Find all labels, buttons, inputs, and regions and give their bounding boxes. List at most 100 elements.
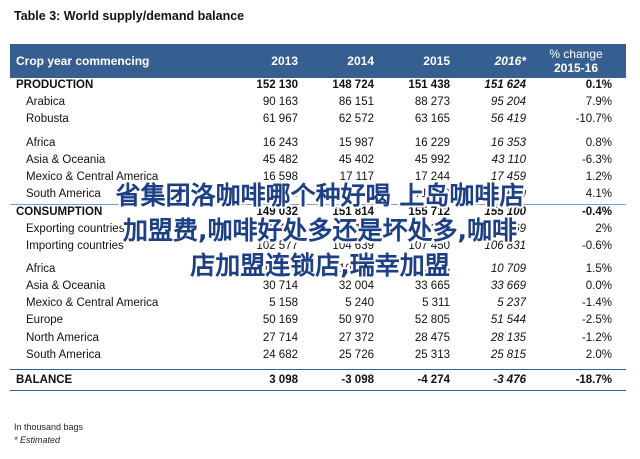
cell-value: 15 987 — [338, 136, 374, 149]
cell-value: 28 475 — [414, 331, 450, 344]
row-label: PRODUCTION — [16, 79, 94, 91]
cell-value: 46 455 — [262, 222, 298, 235]
row-label: BALANCE — [16, 374, 73, 386]
overlay-line: 加盟费,咖啡好处多还是坏处多,咖啡 — [123, 216, 517, 245]
table-row: PRODUCTION 152 130 148 724 151 438 151 624 0.… — [10, 78, 626, 95]
table-row: South America 24 682 25 726 25 313 25 815 2.0… — [10, 348, 626, 365]
cell-value: 3 098 — [269, 374, 298, 386]
cell-value: -4 274 — [417, 374, 450, 386]
note-units: In thousand bags — [14, 422, 84, 432]
cell-change: -10.7% — [575, 113, 612, 126]
cell-value: 48 262 — [414, 222, 450, 235]
cell-value: 16 353 — [490, 136, 526, 149]
cell-value: 16 598 — [262, 170, 298, 183]
row-label: Exporting countries — [26, 222, 125, 235]
cell-value: 16 243 — [262, 136, 298, 149]
cell-value: 27 372 — [338, 331, 374, 344]
table-row: Europe 50 169 50 970 52 805 51 544 -2.5% — [10, 313, 626, 330]
cell-value: 74 600 — [490, 188, 526, 201]
header-year: 2014 — [347, 54, 374, 68]
cell-value: 45 402 — [338, 153, 374, 166]
table-row: Mexico & Central America 5 158 5 240 5 311 5… — [10, 296, 626, 313]
row-label: Mexico & Central America — [26, 170, 159, 183]
supply-demand-table: Crop year commencing 2013 2014 2015 2016… — [10, 44, 626, 391]
cell-value: 5 158 — [269, 297, 298, 310]
cell-value: 151 624 — [484, 79, 526, 91]
table-title: Table 3: World supply/demand balance — [14, 9, 245, 23]
row-label: South America — [26, 348, 101, 361]
table-row: South America 72 828 69 877 71 673 74 600 4.1… — [10, 187, 626, 204]
cell-value: 107 450 — [408, 239, 450, 252]
cell-change: 2.0% — [585, 348, 612, 361]
cell-change: -18.7% — [575, 374, 612, 386]
cell-value: 17 117 — [339, 170, 374, 183]
cell-value: 56 419 — [490, 113, 526, 126]
cell-value: 5 240 — [345, 297, 374, 310]
cell-value: 155 100 — [484, 206, 526, 219]
cell-change: 1.2% — [585, 170, 612, 183]
table-row: Asia & Oceania 45 482 45 402 45 992 43 110 -6… — [10, 153, 626, 170]
row-label: Europe — [26, 314, 64, 327]
cell-change: 1.5% — [585, 262, 612, 275]
cell-change: -2.5% — [581, 314, 612, 327]
cell-value: 27 714 — [262, 331, 298, 344]
row-label: Africa — [26, 262, 56, 275]
cell-change: 7.9% — [585, 96, 612, 109]
row-label: South America — [26, 188, 101, 201]
row-label: Arabica — [26, 96, 65, 109]
cell-value: 50 970 — [338, 314, 374, 327]
row-label: Importing countries — [26, 239, 124, 252]
cell-value: 25 726 — [338, 348, 374, 361]
watermark-overlay-text: 省集团洛咖啡哪个种好喝 上岛咖啡店 加盟费,咖啡好处多还是坏处多,咖啡 店加盟连… — [0, 178, 640, 283]
cell-value: 151 438 — [408, 79, 450, 91]
cell-change: 0.8% — [585, 136, 612, 149]
cell-value: 24 682 — [262, 348, 298, 361]
cell-value: 28 135 — [490, 331, 526, 344]
cell-change: -1.4% — [581, 297, 612, 310]
cell-value: 5 237 — [497, 297, 526, 310]
cell-value: 95 204 — [490, 96, 526, 109]
table-row: Africa 16 243 15 987 16 229 16 353 0.8% — [10, 136, 626, 153]
cell-value: 104 639 — [332, 239, 374, 252]
cell-value: 52 805 — [414, 314, 450, 327]
cell-value: 33 665 — [414, 280, 450, 293]
table-row: North America 27 714 27 372 28 475 28 135 -1.… — [10, 331, 626, 348]
cell-change: -1.2% — [581, 331, 612, 344]
cell-value: 151 814 — [332, 206, 374, 219]
cell-value: 10 502 — [338, 262, 374, 275]
cell-change: -6.3% — [581, 153, 612, 166]
cell-value: 90 163 — [262, 96, 298, 109]
cell-value: 17 459 — [490, 170, 526, 183]
cell-value: -3 476 — [493, 374, 526, 386]
cell-value: 72 828 — [262, 188, 298, 201]
cell-value: 25 313 — [414, 348, 450, 361]
cell-value: 47 175 — [338, 222, 374, 235]
cell-value: 30 714 — [262, 280, 298, 293]
cell-value: 49 069 — [490, 222, 526, 235]
header-label: Crop year commencing — [16, 54, 150, 68]
cell-value: 86 151 — [338, 96, 374, 109]
cell-value: 5 311 — [422, 297, 450, 310]
note-estimated: * Estimated — [14, 435, 61, 445]
cell-value: 69 877 — [338, 188, 374, 201]
cell-value: 33 669 — [490, 280, 526, 293]
cell-change: 4.1% — [585, 188, 612, 201]
cell-change: 0.1% — [585, 79, 612, 91]
cell-value: 152 130 — [256, 79, 298, 91]
cell-value: 62 572 — [338, 113, 374, 126]
table-body: PRODUCTION 152 130 148 724 151 438 151 624 0.… — [10, 78, 626, 365]
cell-value: 51 544 — [490, 314, 526, 327]
cell-value: 71 673 — [414, 188, 450, 201]
cell-value: 148 724 — [332, 79, 374, 91]
cell-change: -0.4% — [581, 206, 612, 219]
header-change: % change 2015-16 — [549, 47, 603, 75]
table-row: Robusta 61 967 62 572 63 165 56 419 -10.7% — [10, 112, 626, 129]
overlay-line: 店加盟连锁店,瑞幸加盟 — [190, 251, 450, 280]
table-row: Arabica 90 163 86 151 88 273 95 204 7.9% — [10, 95, 626, 112]
row-label: Asia & Oceania — [26, 280, 106, 293]
cell-change: 2% — [595, 222, 612, 235]
table-row: CONSUMPTION 149 032 151 814 155 712 155 100 -… — [10, 204, 626, 221]
cell-value: 32 004 — [338, 280, 374, 293]
table-header: Crop year commencing 2013 2014 2015 2016… — [10, 44, 626, 78]
header-year: 2016* — [494, 54, 526, 68]
